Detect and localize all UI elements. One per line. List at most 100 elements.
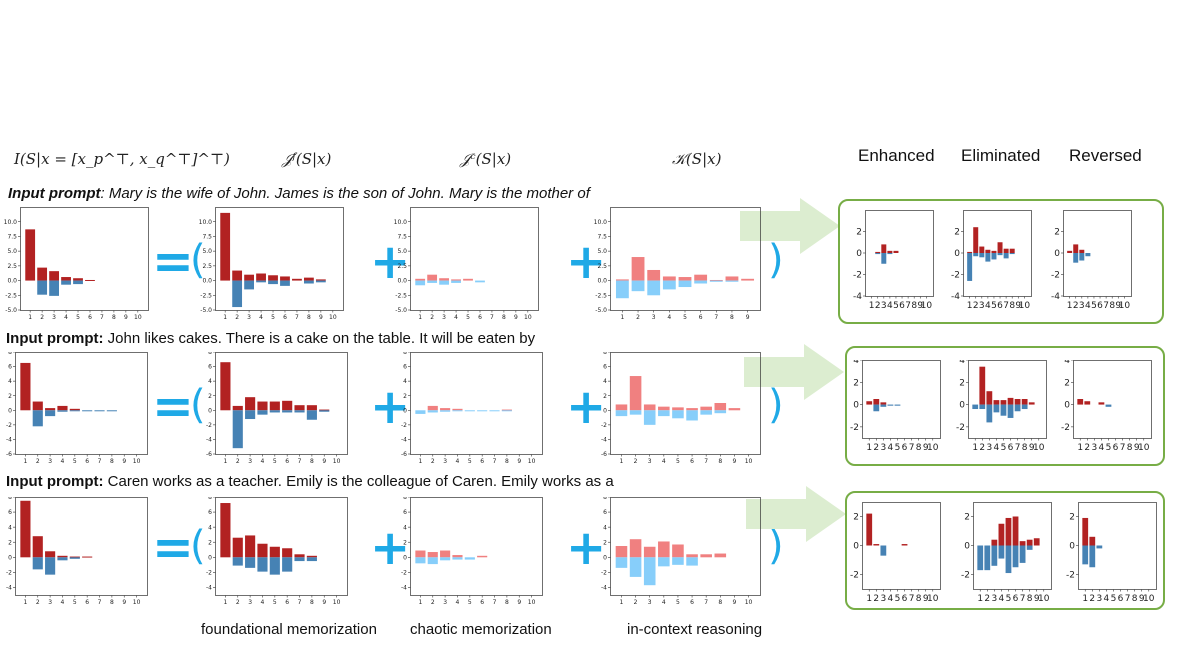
bar-negative (1073, 253, 1079, 263)
y-tick-label: 2.5 (202, 263, 212, 270)
bar-positive (686, 408, 698, 411)
y-tick-label: 2 (959, 378, 965, 388)
y-tick-label: 6 (403, 509, 407, 516)
bar-positive (631, 257, 645, 281)
y-tick-label: -2 (1061, 423, 1070, 433)
x-tick-label: 6 (285, 599, 289, 606)
y-tick-label: 4 (1064, 360, 1070, 366)
x-tick-label: 3 (443, 599, 447, 606)
x-tick-label: 6 (899, 301, 905, 311)
bar-negative (475, 280, 485, 283)
bar-positive (615, 546, 628, 558)
bar-negative (73, 280, 83, 285)
bar-positive (672, 544, 684, 558)
bar-positive (57, 555, 68, 558)
bar-negative (69, 410, 80, 412)
chart-frame (968, 360, 1047, 439)
bar-negative (256, 280, 266, 283)
y-tick-label: 5.0 (397, 248, 407, 255)
y-tick-label: -2 (206, 422, 212, 429)
x-tick-label: 2 (1073, 301, 1079, 311)
x-tick-label: 5 (893, 301, 899, 311)
y-tick-label: -4 (6, 437, 12, 444)
x-tick-label: 6 (478, 314, 482, 321)
x-tick-label: 1 (866, 594, 872, 604)
x-tick-label: 9 (319, 314, 323, 321)
y-tick-label: 0 (954, 249, 960, 259)
bar-negative (1105, 404, 1112, 407)
y-tick-label: -2.5 (5, 292, 17, 299)
bar-negative (991, 545, 998, 566)
bar-positive (1019, 541, 1026, 546)
y-tick-label: 7.5 (397, 234, 407, 241)
x-tick-label: 6 (480, 458, 484, 465)
x-tick-label: 3 (881, 301, 887, 311)
x-tick-label: 6 (1008, 443, 1014, 453)
bar-positive (452, 408, 463, 411)
arrow-icon (746, 486, 846, 542)
x-tick-label: 8 (1127, 443, 1133, 453)
bar-positive (415, 278, 426, 281)
bar-chart-jf-row-3: 8 6 4 2 0 -2 -4 1 2 3 4 5 6 7 8 9 10 (206, 497, 348, 606)
y-tick-label: 2 (853, 513, 859, 523)
x-tick-label: 1 (972, 443, 978, 453)
bar-negative (464, 410, 475, 412)
y-tick-label: 8 (603, 352, 607, 356)
bar-negative (477, 410, 488, 412)
y-tick-label: 4 (959, 360, 965, 366)
bar-positive (451, 279, 461, 281)
bar-positive (1021, 399, 1028, 405)
x-tick-label: 6 (902, 443, 908, 453)
x-tick-label: 9 (322, 458, 326, 465)
decomposition-box-row-2 (845, 346, 1165, 466)
x-tick-label: 4 (454, 314, 458, 321)
bar-negative (678, 280, 692, 288)
x-tick-label: 4 (456, 458, 460, 465)
x-tick-label: 8 (505, 458, 509, 465)
bar-chart-jc-row-3: 8 6 4 2 0 -2 -4 1 2 3 4 5 6 7 8 9 10 (401, 497, 543, 606)
decomposition-box-row-1 (838, 199, 1164, 324)
bar-positive (866, 401, 873, 405)
y-tick-label: -6 (601, 451, 607, 458)
bar-positive (244, 274, 255, 281)
bar-negative (415, 280, 426, 286)
bar-positive (901, 544, 908, 546)
x-tick-label: 9 (514, 314, 518, 321)
bar-positive (991, 539, 998, 546)
bar-negative (268, 280, 278, 285)
x-tick-label: 5 (273, 458, 277, 465)
bar-negative (993, 404, 1000, 413)
prompt-text: John likes cakes. There is a cake on the… (103, 330, 536, 347)
bar-negative (106, 410, 117, 412)
x-tick-label: 10 (1138, 443, 1150, 453)
x-tick-label: 3 (652, 314, 656, 321)
x-tick-label: 5 (1111, 594, 1117, 604)
chart-frame (862, 360, 941, 439)
x-tick-label: 7 (1003, 301, 1009, 311)
chart-frame (215, 497, 348, 596)
x-tick-label: 9 (122, 599, 126, 606)
bar-positive (69, 408, 80, 411)
x-tick-label: 1 (620, 599, 624, 606)
x-tick-label: 7 (1103, 301, 1109, 311)
x-tick-label: 2 (1084, 443, 1090, 453)
y-tick-label: 2 (208, 393, 212, 400)
x-tick-label: 1 (977, 594, 983, 604)
x-tick-label: 8 (310, 599, 314, 606)
bar-positive (1026, 539, 1033, 546)
bar-chart-i-row-2: 8 6 4 2 0 -2 -4 -6 1 2 3 4 5 6 7 8 9 10 (6, 352, 148, 465)
x-tick-label: 2 (979, 443, 985, 453)
header-foundational-formula: 𝒥ᶠ(S|x) (282, 150, 332, 168)
plus-sign: + (370, 379, 411, 435)
x-tick-label: 4 (985, 301, 991, 311)
bar-chart-eliminated-row-1: 20-2-41 2 3 4 5 6 7 8 910 (951, 210, 1032, 311)
y-tick-label: 2 (8, 393, 12, 400)
y-tick-label: -2 (853, 271, 862, 281)
x-tick-label: 3 (248, 458, 252, 465)
x-tick-label: 9 (1134, 443, 1140, 453)
y-tick-label: 0 (208, 407, 212, 414)
y-tick-label: 5.0 (7, 248, 17, 255)
plus-sign: + (370, 520, 411, 576)
x-tick-label: 5 (1091, 301, 1097, 311)
y-tick-label: 2 (954, 228, 960, 238)
